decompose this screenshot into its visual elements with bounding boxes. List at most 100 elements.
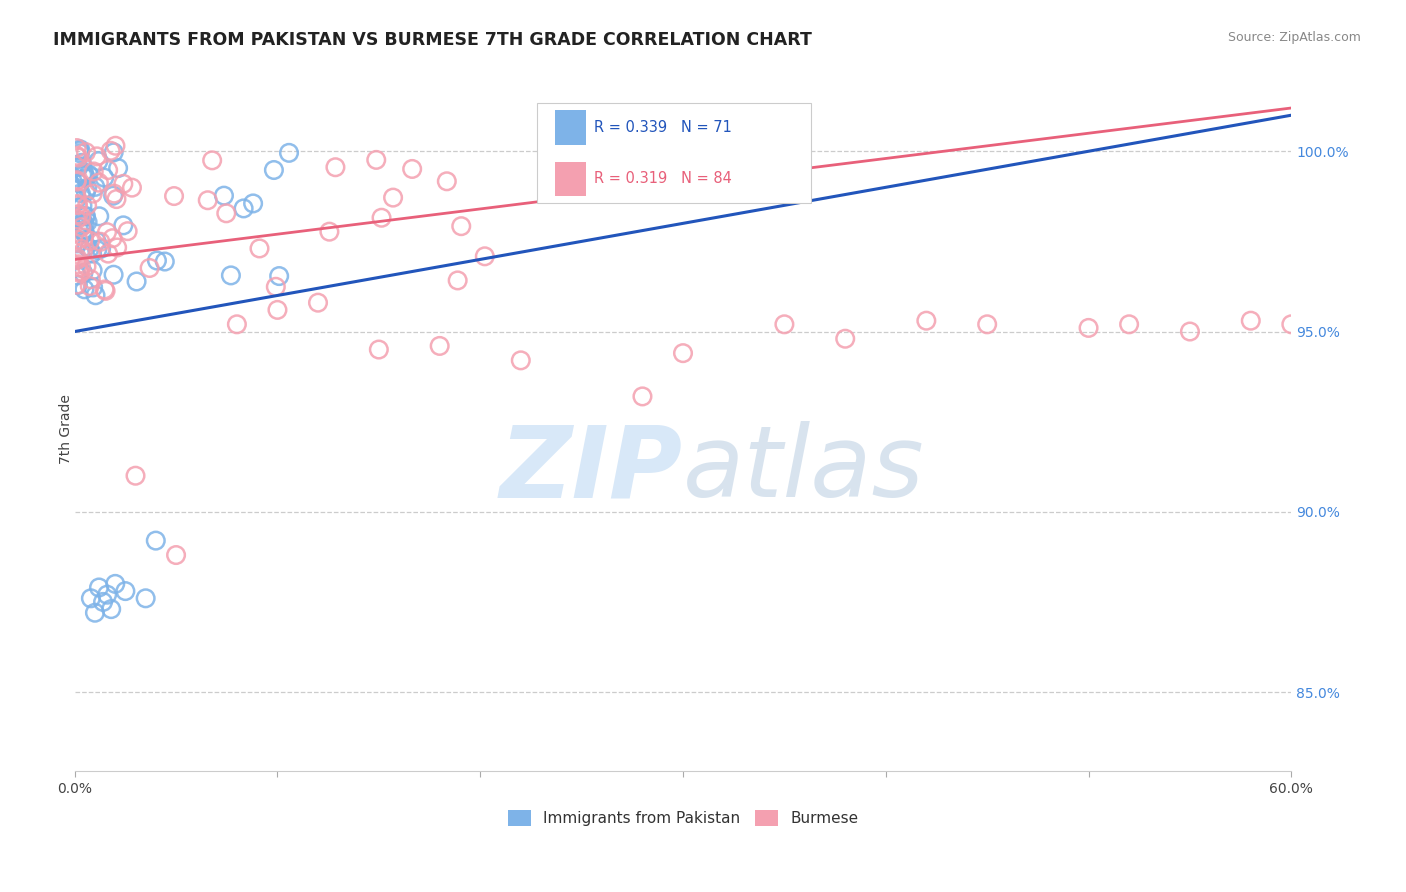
Point — [325, 160, 347, 174]
Point — [318, 225, 340, 239]
Point — [70, 216, 93, 230]
Point — [69, 146, 91, 161]
Point — [70, 219, 93, 233]
Point — [672, 346, 695, 360]
Point — [266, 302, 288, 317]
Point — [370, 211, 392, 225]
Point — [70, 168, 93, 182]
Point — [197, 193, 219, 207]
Point — [382, 191, 405, 205]
Point — [474, 249, 496, 263]
Point — [66, 173, 89, 187]
Text: R = 0.319   N = 84: R = 0.319 N = 84 — [595, 171, 733, 186]
Point — [263, 163, 285, 178]
Point — [101, 188, 124, 202]
Point — [100, 144, 122, 158]
Point — [73, 226, 96, 240]
Point — [93, 170, 115, 185]
Point — [82, 263, 104, 277]
Point — [366, 153, 388, 167]
Point — [146, 253, 169, 268]
Point — [66, 183, 89, 197]
Point — [103, 186, 125, 201]
Point — [75, 210, 97, 224]
Point — [87, 176, 110, 190]
Point — [1118, 318, 1140, 332]
Point — [96, 588, 118, 602]
Point — [66, 212, 89, 227]
Point — [97, 163, 120, 178]
Point — [232, 202, 254, 216]
Point — [219, 268, 242, 283]
Point — [67, 233, 90, 247]
Point — [112, 219, 135, 233]
Point — [165, 548, 187, 562]
Point — [66, 197, 89, 211]
Point — [79, 242, 101, 256]
Point — [66, 236, 89, 251]
Point — [66, 175, 89, 189]
Point — [103, 145, 125, 160]
Point — [138, 260, 160, 275]
Point — [75, 145, 97, 160]
Point — [87, 154, 110, 169]
Point — [69, 186, 91, 201]
Point — [104, 577, 127, 591]
Point — [67, 176, 90, 190]
Point — [97, 246, 120, 260]
Point — [73, 230, 96, 244]
Point — [80, 246, 103, 260]
Point — [976, 318, 998, 332]
Point — [145, 533, 167, 548]
Point — [79, 234, 101, 248]
Point — [201, 153, 224, 168]
Point — [69, 144, 91, 158]
Point — [450, 219, 472, 234]
Point — [125, 275, 148, 289]
Legend: Immigrants from Pakistan, Burmese: Immigrants from Pakistan, Burmese — [502, 804, 865, 832]
Point — [367, 343, 389, 357]
Point — [429, 339, 451, 353]
Point — [66, 252, 89, 267]
Text: R = 0.339   N = 71: R = 0.339 N = 71 — [595, 120, 733, 135]
Point — [67, 207, 90, 221]
Point — [77, 167, 100, 181]
Point — [89, 235, 111, 249]
Point — [70, 260, 93, 274]
Point — [86, 235, 108, 249]
Point — [76, 215, 98, 229]
Point — [401, 161, 423, 176]
Point — [278, 145, 301, 160]
Point — [1077, 321, 1099, 335]
Point — [447, 273, 470, 287]
Text: ZIP: ZIP — [501, 421, 683, 518]
Point — [70, 242, 93, 256]
Point — [87, 581, 110, 595]
FancyBboxPatch shape — [555, 161, 586, 196]
Point — [76, 260, 98, 274]
Point — [76, 198, 98, 212]
Point — [66, 198, 89, 212]
Point — [66, 277, 89, 292]
Point — [66, 190, 89, 204]
Point — [101, 231, 124, 245]
Point — [114, 584, 136, 599]
Point — [105, 192, 128, 206]
Point — [509, 353, 531, 368]
Point — [103, 268, 125, 282]
Point — [73, 226, 96, 240]
Point — [100, 602, 122, 616]
Point — [773, 318, 796, 332]
Point — [307, 295, 329, 310]
Point — [153, 254, 176, 268]
Point — [66, 277, 89, 292]
Point — [67, 160, 90, 174]
Point — [69, 266, 91, 280]
Point — [96, 225, 118, 239]
Text: atlas: atlas — [683, 421, 925, 518]
Point — [86, 243, 108, 257]
Point — [73, 217, 96, 231]
Point — [73, 168, 96, 182]
Point — [124, 468, 146, 483]
Point — [212, 188, 235, 202]
